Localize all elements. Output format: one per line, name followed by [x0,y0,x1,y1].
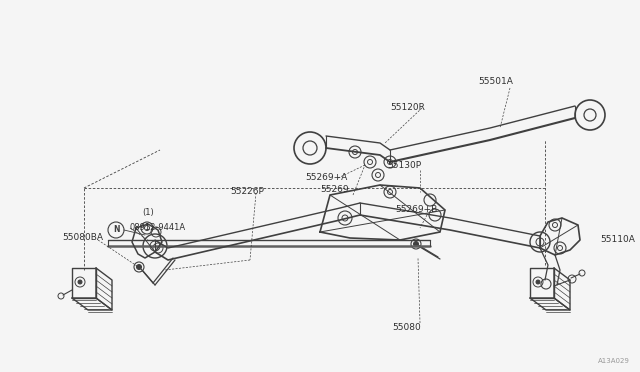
Text: A13A029: A13A029 [598,358,630,364]
Text: N: N [113,225,119,234]
Circle shape [413,241,419,247]
Circle shape [78,280,82,284]
Text: 55110A: 55110A [600,235,635,244]
Text: 55269: 55269 [320,186,349,195]
Text: 55501A: 55501A [478,77,513,87]
Text: 55080: 55080 [392,323,420,331]
Text: 55226P: 55226P [230,187,264,196]
Text: 55269+A: 55269+A [305,173,348,182]
Text: 08912-9441A: 08912-9441A [130,224,186,232]
Text: 55130P: 55130P [387,160,421,170]
Text: (1): (1) [142,208,154,218]
Text: 55080BA: 55080BA [62,234,103,243]
Text: 55120R: 55120R [390,103,425,112]
Circle shape [136,264,141,269]
Circle shape [536,280,540,284]
Text: 55269+B: 55269+B [395,205,437,215]
